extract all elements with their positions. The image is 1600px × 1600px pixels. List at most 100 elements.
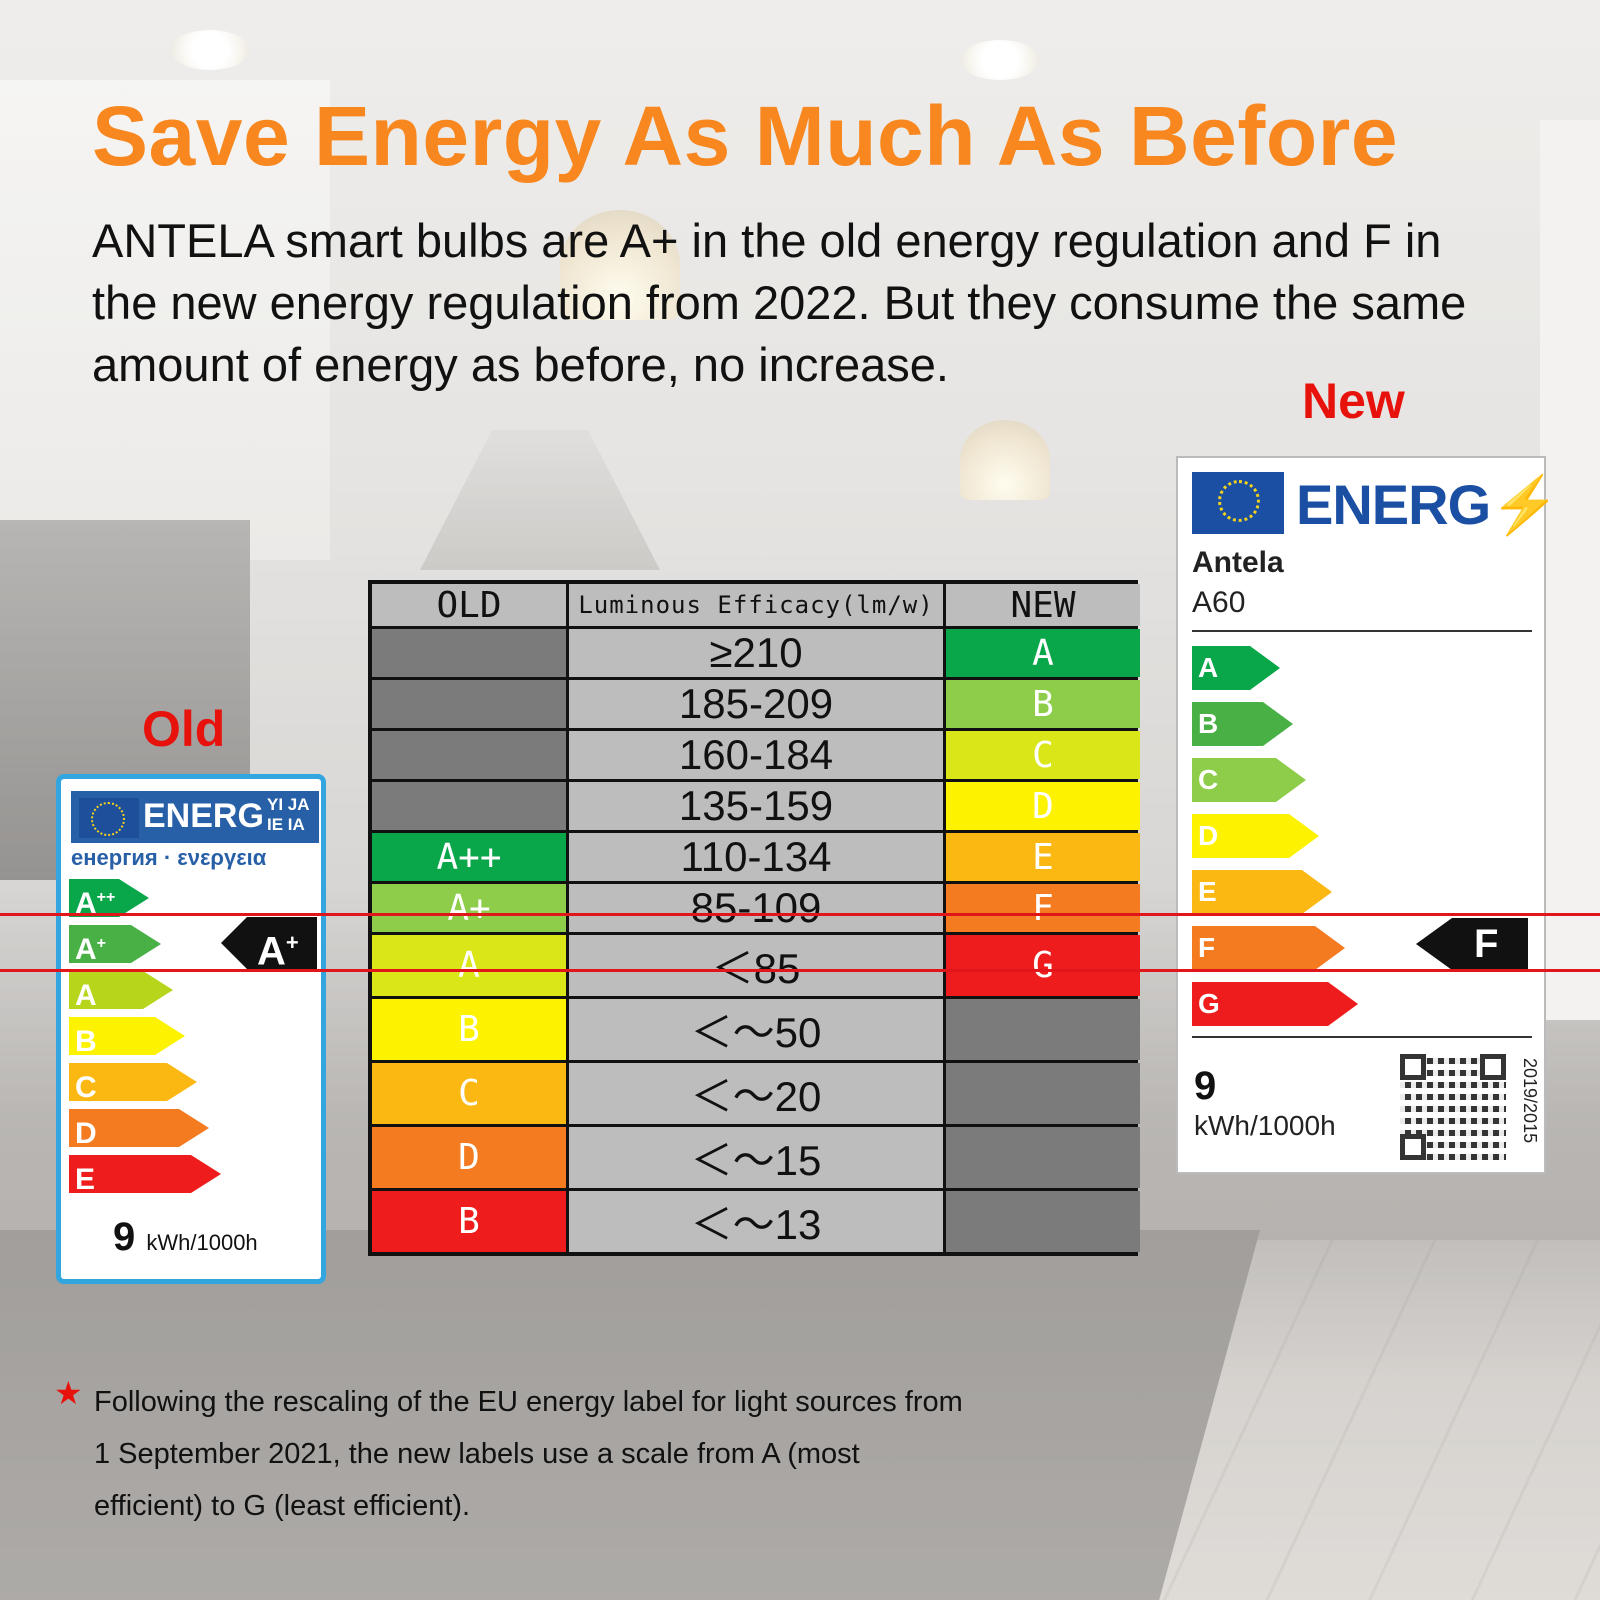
- ceiling-light: [170, 30, 250, 70]
- pendant-lamp: [960, 420, 1050, 500]
- header-old: OLD: [372, 584, 566, 626]
- old-label-class-bar: B: [69, 1017, 185, 1055]
- new-label-class-bar: B: [1192, 702, 1293, 746]
- old-label-kwh-value: 9: [113, 1215, 136, 1259]
- old-label-class-letter: B: [75, 1025, 97, 1058]
- qr-corner: [1400, 1054, 1426, 1080]
- star-icon: ★: [54, 1375, 83, 1411]
- new-class-cell: B: [946, 680, 1140, 728]
- new-class-cell: [946, 1127, 1140, 1188]
- old-label-class-bar: A+: [69, 925, 161, 963]
- new-label-class-bar: F: [1192, 926, 1345, 970]
- old-label-class-bar: A++: [69, 879, 149, 917]
- new-label-class-letter: C: [1198, 764, 1219, 795]
- new-label-class-letter: F: [1198, 932, 1216, 963]
- old-label-class-letter: E: [75, 1163, 96, 1196]
- footnote: Following the rescaling of the EU energy…: [94, 1386, 963, 1522]
- old-class-cell: D: [372, 1127, 566, 1188]
- qr-corner: [1480, 1054, 1506, 1080]
- old-label-rating: A: [257, 929, 286, 974]
- old-label-suffix-2: IE IA: [267, 815, 305, 834]
- header-efficacy: Luminous Efficacy(lm/w): [569, 584, 943, 626]
- header-new: NEW: [946, 584, 1140, 626]
- new-label-model: A60: [1192, 586, 1246, 619]
- efficacy-cell: ≥210: [569, 629, 943, 677]
- eu-stars-icon: [91, 802, 125, 836]
- old-label-rating-sup: +: [285, 930, 299, 955]
- old-label-class-sup: ++: [96, 889, 116, 906]
- new-energy-label: ENERG⚡ Antela A60 F 9 kWh/1000h 2019/201…: [1176, 456, 1560, 1174]
- old-label-class-letter: C: [75, 1071, 97, 1104]
- efficacy-cell: ＜85: [569, 935, 943, 996]
- eu-flag-icon: [1192, 472, 1284, 534]
- new-label-class-bar: C: [1192, 758, 1306, 802]
- old-label-class-letter: A: [75, 887, 97, 920]
- old-label-class-letter: D: [75, 1117, 97, 1150]
- highlight-line-top: [0, 913, 1600, 916]
- new-label-regulation: 2019/2015: [1520, 1058, 1540, 1144]
- old-class-cell: A: [372, 935, 566, 996]
- new-label-rating: F: [1474, 922, 1499, 966]
- old-class-cell: A++: [372, 833, 566, 881]
- new-class-cell: G: [946, 935, 1140, 996]
- eu-flag-icon: [79, 798, 139, 838]
- new-label-class-bar: G: [1192, 982, 1358, 1026]
- efficacy-cell: ＜～50: [569, 999, 943, 1060]
- new-class-cell: [946, 999, 1140, 1060]
- old-label-class-sup: +: [96, 935, 107, 952]
- old-label-rating-marker: A+: [221, 917, 317, 969]
- old-class-cell: [372, 680, 566, 728]
- old-class-cell: [372, 782, 566, 830]
- old-class-cell: C: [372, 1063, 566, 1124]
- old-class-cell: B: [372, 1191, 566, 1252]
- efficacy-cell: 160-184: [569, 731, 943, 779]
- new-label-class-letter: E: [1198, 876, 1217, 907]
- old-label-class-bar: E: [69, 1155, 221, 1193]
- old-energy-label: ENERG YI JA IE IA енергия · ενεργεια A+ …: [56, 774, 326, 1284]
- new-class-cell: F: [946, 884, 1140, 932]
- old-label-header: ENERG YI JA IE IA: [71, 791, 319, 843]
- efficacy-cell: 185-209: [569, 680, 943, 728]
- new-label-class-bar: A: [1192, 646, 1280, 690]
- old-label-suffix-1: YI JA: [267, 795, 310, 814]
- background-right-cabinet: [1540, 120, 1600, 1020]
- ceiling-light: [960, 40, 1040, 80]
- old-class-cell: B: [372, 999, 566, 1060]
- new-label-class-letter: G: [1198, 988, 1220, 1019]
- old-label-class-letter: A: [75, 933, 97, 966]
- old-label-languages: енергия · ενεργεια: [71, 845, 267, 870]
- highlight-line-bottom: [0, 969, 1600, 972]
- old-class-cell: A+: [372, 884, 566, 932]
- old-label-class-bar: A: [69, 971, 173, 1009]
- efficacy-cell: 135-159: [569, 782, 943, 830]
- new-class-cell: E: [946, 833, 1140, 881]
- old-label-energy-word: ENERG: [143, 797, 264, 835]
- background-island: [0, 1230, 1260, 1600]
- old-label-kwh-unit: kWh/1000h: [146, 1230, 258, 1255]
- background-cabinets: [0, 80, 330, 560]
- old-class-cell: [372, 629, 566, 677]
- new-label-brand: Antela: [1192, 546, 1284, 579]
- efficacy-cell: 85-109: [569, 884, 943, 932]
- old-label-consumption: 9 kWh/1000h: [113, 1215, 258, 1260]
- efficacy-cell: ＜～15: [569, 1127, 943, 1188]
- qr-code-icon: [1400, 1054, 1506, 1160]
- efficacy-cell: ＜～13: [569, 1191, 943, 1252]
- old-class-cell: [372, 731, 566, 779]
- new-label-class-bar: D: [1192, 814, 1319, 858]
- efficacy-cell: 110-134: [569, 833, 943, 881]
- new-class-cell: D: [946, 782, 1140, 830]
- new-label-class-bar: E: [1192, 870, 1332, 914]
- new-tag: New: [1302, 373, 1405, 429]
- new-label-class-letter: D: [1198, 820, 1219, 851]
- old-label-class-bar: D: [69, 1109, 209, 1147]
- new-label-kwh-value: 9: [1194, 1064, 1217, 1108]
- new-label-class-letter: A: [1198, 652, 1219, 683]
- qr-corner: [1400, 1134, 1426, 1160]
- old-tag: Old: [142, 701, 226, 757]
- old-label-class-bar: C: [69, 1063, 197, 1101]
- new-label-kwh-unit: kWh/1000h: [1194, 1110, 1336, 1141]
- lightning-bolt-icon: ⚡: [1490, 473, 1560, 536]
- divider: [1192, 1036, 1532, 1038]
- comparison-table: OLD Luminous Efficacy(lm/w) NEW ≥210 A 185…: [368, 580, 1140, 1256]
